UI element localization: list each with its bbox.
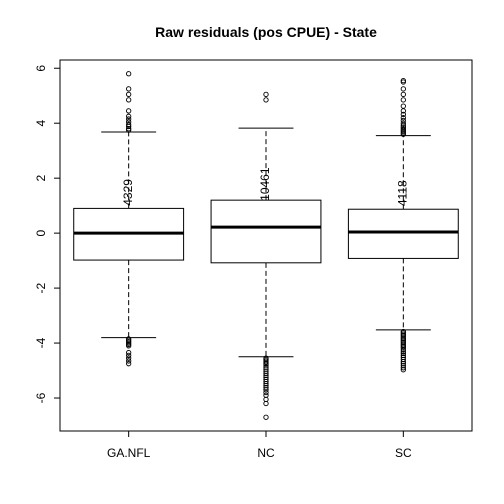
box-group-ga-nfl: 4329	[73, 71, 185, 367]
outlier-point	[263, 381, 269, 387]
outlier-point	[400, 103, 406, 109]
outlier-point	[400, 117, 406, 124]
outlier-point	[400, 367, 406, 373]
outlier-point	[126, 361, 132, 367]
outlier-point	[126, 91, 132, 98]
outlier-point	[400, 115, 406, 121]
y-tick-label: -2	[34, 282, 48, 293]
boxes-layer: 4329 10461 4118	[73, 71, 459, 420]
outlier-point	[400, 349, 406, 355]
outlier-point	[126, 108, 132, 114]
outlier-point	[126, 71, 132, 77]
outlier-point	[126, 355, 132, 361]
x-tick-label: SC	[395, 446, 412, 460]
outlier-point	[263, 384, 269, 391]
outlier-point	[263, 414, 269, 420]
outlier-point	[400, 365, 406, 371]
outlier-point	[400, 97, 406, 103]
y-tick-label: 6	[34, 65, 48, 72]
outlier-point	[263, 91, 269, 98]
count-label: 4329	[121, 179, 135, 206]
outlier-point	[263, 389, 269, 396]
box-iqr	[347, 208, 459, 259]
outlier-point	[400, 91, 406, 98]
outlier-point	[400, 350, 406, 357]
outlier-point	[400, 359, 406, 365]
outlier-point	[126, 350, 132, 356]
box-group-nc: 10461	[210, 91, 322, 420]
y-tick-label: 0	[34, 229, 48, 236]
outlier-point	[400, 347, 406, 353]
outlier-point	[126, 97, 132, 103]
outlier-point	[400, 120, 406, 126]
outlier-point	[400, 122, 406, 129]
outlier-point	[400, 86, 406, 92]
outlier-point	[263, 372, 269, 379]
outlier-point	[400, 126, 406, 132]
outlier-point	[126, 119, 132, 125]
outlier-point	[126, 121, 132, 128]
box-iqr	[210, 199, 322, 264]
outlier-point	[263, 97, 269, 103]
box-group-sc: 4118	[347, 77, 459, 373]
outlier-point	[126, 113, 132, 119]
outlier-point	[263, 364, 269, 370]
outlier-point	[126, 358, 132, 364]
count-label: 10461	[258, 167, 272, 201]
y-tick-label: 2	[34, 175, 48, 182]
outlier-point	[400, 77, 406, 84]
x-tick-label: NC	[257, 446, 275, 460]
y-tick-label: 4	[34, 120, 48, 127]
outlier-point	[263, 387, 269, 393]
outlier-point	[126, 86, 132, 92]
outlier-point	[400, 345, 406, 351]
count-label: 4118	[396, 180, 410, 206]
outlier-point	[126, 343, 132, 349]
outlier-point	[400, 111, 406, 118]
outlier-point	[263, 400, 269, 407]
y-tick-label: -4	[34, 337, 48, 348]
x-tick-label: GA.NFL	[107, 446, 151, 460]
y-axis-ticks: -6 -4 -2 0 2 4 6	[34, 65, 60, 403]
outlier-point	[400, 124, 406, 130]
y-tick-label: -6	[34, 392, 48, 403]
outlier-point	[126, 116, 132, 122]
outlier-point	[126, 352, 132, 359]
chart-title: Raw residuals (pos CPUE) - State	[155, 24, 377, 40]
x-axis-ticks: GA.NFL NC SC	[107, 431, 412, 460]
